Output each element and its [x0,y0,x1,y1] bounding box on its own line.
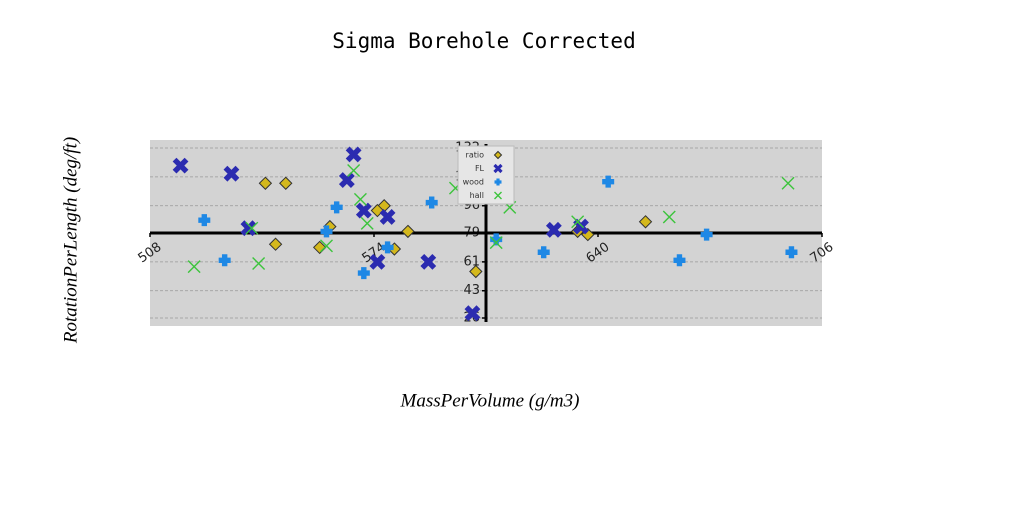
plus-marker [602,175,615,188]
diamond-marker [493,150,503,160]
legend-label: hall [470,191,484,200]
diamond-marker [469,264,483,279]
plus-marker [537,246,550,259]
cross-marker [347,163,361,177]
x-marker [355,202,372,219]
plus-marker [357,267,370,280]
diamond-marker [312,240,327,255]
x-marker [345,146,362,163]
x-marker [240,220,257,237]
plus-marker [218,254,231,267]
y-tick-label: 43 [463,283,480,298]
x-marker [464,305,481,322]
x-marker [493,163,503,174]
cross-marker [571,215,585,229]
chart-title: Sigma Borehole Corrected [332,29,635,53]
cross-marker [187,260,201,274]
plus-marker [673,254,686,267]
cross-marker [489,236,503,250]
x-marker [369,253,386,270]
x-marker [545,221,562,238]
cross-marker [781,176,795,190]
x-marker [379,209,396,225]
legend-label: ratio [466,151,485,160]
diamond-marker [638,215,653,229]
legend-box [457,145,515,205]
cross-marker [494,191,502,200]
plus-marker [198,214,211,227]
cross-marker [662,210,676,224]
x-marker [172,157,189,174]
plus-marker [785,246,798,259]
x-marker [420,253,437,270]
y-axis-label: RotationPerLength (deg/ft) [60,137,81,344]
cross-marker [353,192,367,206]
legend-label: wood [463,178,484,187]
x-marker [338,172,355,188]
diamond-marker [401,224,415,239]
cross-marker [245,221,259,235]
diamond-marker [279,176,293,190]
cross-marker [319,239,333,253]
plus-marker [494,178,502,186]
cross-marker [360,216,374,230]
x-axis-label: MassPerVolume (g/m3) [400,390,580,411]
plus-marker [381,241,394,254]
plus-marker [320,225,333,238]
x-marker [223,165,240,182]
cross-marker [252,256,266,270]
legend-label: FL [475,164,485,173]
diamond-marker [258,176,273,190]
plus-marker [330,201,343,214]
plus-marker [700,228,713,241]
diamond-marker [268,237,283,251]
plus-marker [425,196,438,209]
